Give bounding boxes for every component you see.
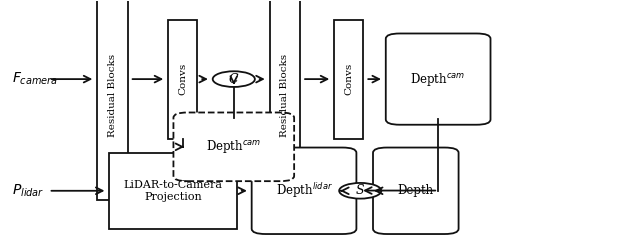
Text: Convs: Convs	[178, 63, 187, 95]
FancyBboxPatch shape	[173, 113, 294, 181]
FancyBboxPatch shape	[334, 20, 364, 139]
Circle shape	[339, 183, 381, 199]
Circle shape	[212, 71, 255, 87]
Text: $P_{lidar}$: $P_{lidar}$	[12, 183, 45, 199]
FancyBboxPatch shape	[109, 153, 237, 229]
Text: Depth$^{\mathit{cam}}$: Depth$^{\mathit{cam}}$	[410, 71, 466, 88]
Text: Convs: Convs	[344, 63, 353, 95]
FancyBboxPatch shape	[168, 20, 197, 139]
FancyBboxPatch shape	[252, 147, 356, 234]
Text: Residual Blocks: Residual Blocks	[108, 54, 117, 137]
Text: C: C	[229, 73, 239, 86]
Text: Residual Blocks: Residual Blocks	[280, 54, 289, 137]
Text: $F_{camera}$: $F_{camera}$	[12, 71, 58, 87]
Text: Depth$^{\mathit{lidar}}$: Depth$^{\mathit{lidar}}$	[276, 181, 333, 200]
Text: Depth$^{\mathit{cam}}$: Depth$^{\mathit{cam}}$	[206, 138, 262, 155]
FancyBboxPatch shape	[97, 0, 128, 200]
Text: Depth: Depth	[397, 184, 434, 197]
Text: LiDAR-to-Camera
Projection: LiDAR-to-Camera Projection	[124, 180, 223, 201]
Text: S: S	[356, 184, 365, 197]
FancyBboxPatch shape	[386, 33, 490, 125]
FancyBboxPatch shape	[373, 147, 459, 234]
FancyBboxPatch shape	[269, 0, 300, 200]
